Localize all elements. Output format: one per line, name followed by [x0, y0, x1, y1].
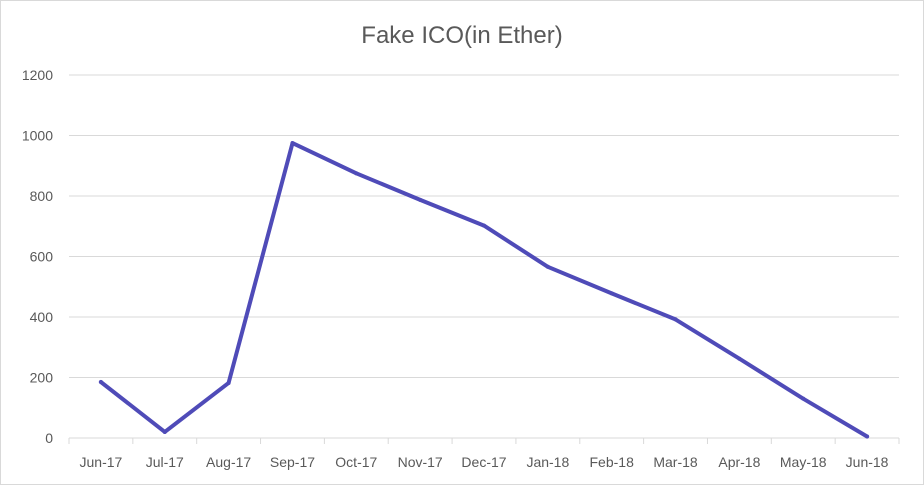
data-point	[482, 223, 486, 228]
y-tick-label: 1200	[22, 67, 53, 83]
x-tick-label: Dec-17	[461, 454, 506, 470]
y-tick-label: 200	[30, 370, 54, 386]
x-tick-label: Jan-18	[526, 454, 569, 470]
data-point	[673, 317, 678, 322]
x-tick-label: Aug-17	[206, 454, 251, 470]
data-point	[98, 380, 103, 385]
data-point	[609, 291, 614, 296]
y-tick-label: 400	[30, 309, 54, 325]
y-tick-label: 800	[30, 188, 54, 204]
x-tick-label: Jun-18	[846, 454, 889, 470]
gridlines	[69, 74, 899, 378]
y-tick-label: 1000	[22, 128, 53, 144]
data-point	[865, 434, 870, 439]
x-axis: Jun-17 Jul-17 Aug-17 Sep-17 Oct-17 Nov-17 Dec-…	[68, 437, 900, 470]
y-tick-label: 0	[45, 430, 53, 446]
x-tick-label: Nov-17	[398, 454, 443, 470]
data-point	[545, 264, 550, 269]
x-tick-label: May-18	[780, 454, 827, 470]
x-tick-label: Feb-18	[590, 454, 635, 470]
y-tick-label: 600	[30, 249, 54, 265]
data-point	[737, 356, 742, 361]
chart-title: Fake ICO(in Ether)	[361, 22, 562, 49]
series-line	[98, 141, 870, 439]
data-point	[226, 380, 231, 385]
x-tick-label: Apr-18	[718, 454, 760, 470]
x-tick-label: Oct-17	[335, 454, 377, 470]
y-axis-ticks: 0 200 400 600 800 1000 1200	[22, 67, 53, 446]
x-tick-label: Jul-17	[146, 454, 184, 470]
data-point	[418, 197, 423, 202]
data-point	[162, 429, 167, 434]
data-point	[354, 171, 359, 176]
x-tick-label: Sep-17	[270, 454, 315, 470]
x-tick-label: Mar-18	[653, 454, 698, 470]
x-tick-label: Jun-17	[80, 454, 123, 470]
data-point	[290, 141, 295, 146]
data-point	[801, 396, 806, 401]
series-group	[98, 141, 870, 439]
